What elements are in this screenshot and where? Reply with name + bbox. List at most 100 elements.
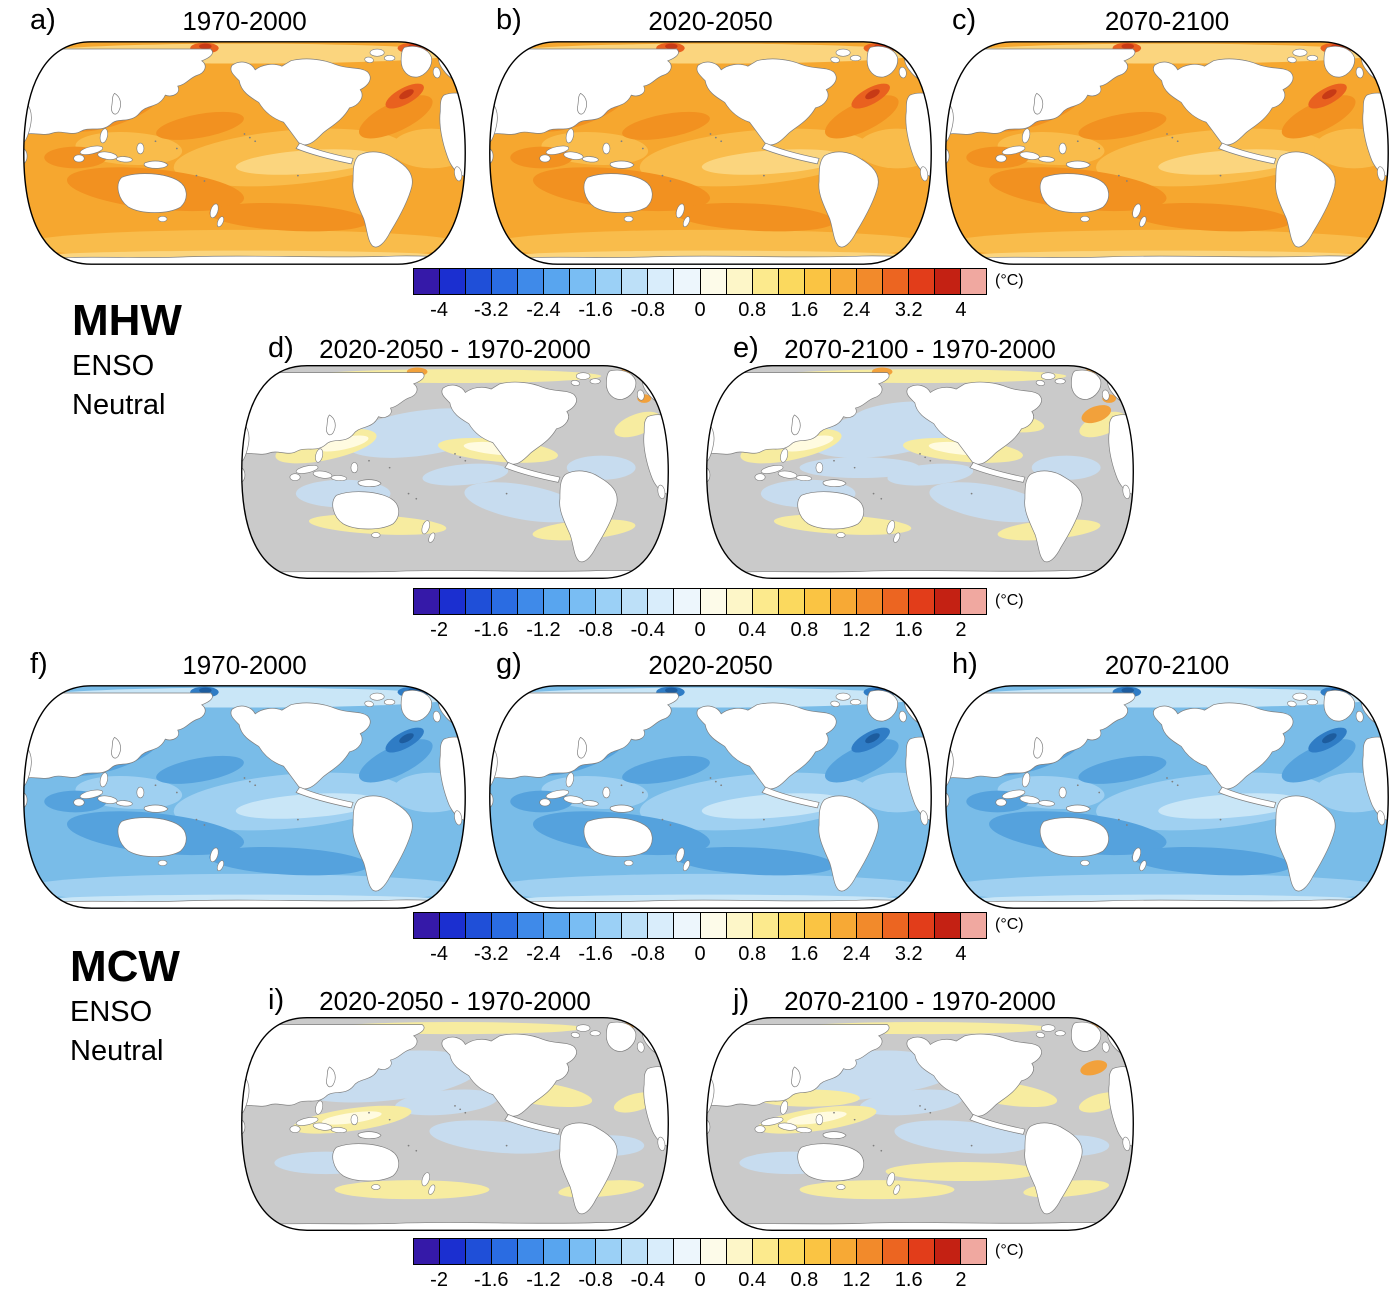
colorbar-tick-label: 0.4: [738, 1269, 767, 1291]
group-label-mcw: MCW ENSO Neutral: [70, 942, 180, 1068]
colorbar-cell: [622, 269, 649, 294]
colorbar-cell: [570, 913, 597, 938]
panel-letter: g): [496, 648, 522, 680]
colorbar-cell: [934, 269, 961, 294]
colorbar-tick-label: -0.8: [578, 619, 613, 641]
world-map: [489, 41, 932, 265]
colorbar-cell: [752, 1239, 779, 1264]
panel-h: h) 2070-2100: [944, 650, 1390, 910]
colorbar-cells: [413, 1238, 987, 1265]
colorbar-tick-label: -0.8: [578, 1269, 613, 1291]
colorbar-cell: [804, 269, 831, 294]
colorbar-tick-label: -1.2: [526, 1269, 561, 1291]
group-name-mhw: MHW: [72, 296, 182, 345]
colorbar-tick-label: 0.8: [738, 943, 767, 965]
colorbar-tick-label: 3.2: [894, 943, 923, 965]
colorbar-cell: [544, 589, 571, 614]
colorbar-cell: [622, 1239, 649, 1264]
colorbar-tick-label: 0.4: [738, 619, 767, 641]
colorbar-cells: [413, 588, 987, 615]
panel-letter: d): [268, 332, 294, 364]
colorbar-tick-label: 2: [955, 1269, 967, 1291]
colorbar-cell: [700, 269, 727, 294]
colorbar-tick-label: -1.6: [578, 943, 613, 965]
panel-letter: i): [268, 984, 285, 1016]
colorbar-cell: [804, 1239, 831, 1264]
panel-d: d) 2020-2050 - 1970-2000: [240, 334, 670, 580]
colorbar-tick-label: 0.8: [790, 1269, 819, 1291]
colorbar-tick-label: 0.8: [738, 299, 767, 321]
colorbar-cell: [570, 1239, 597, 1264]
colorbar-tick-label: 0: [694, 619, 706, 641]
group-label-mhw: MHW ENSO Neutral: [72, 296, 182, 422]
panel-letter: b): [496, 4, 522, 36]
colorbar-cell: [570, 269, 597, 294]
colorbar-cell: [830, 589, 857, 614]
colorbar-cell: [674, 913, 701, 938]
colorbar-tick-label: -4: [430, 299, 448, 321]
colorbar-cell: [960, 1239, 987, 1264]
colorbar-cell: [700, 589, 727, 614]
colorbar-cell: [466, 589, 493, 614]
colorbar-tick-label: -1.2: [526, 619, 561, 641]
group-sub-neutral: Neutral: [70, 1035, 164, 1068]
colorbar-cell: [804, 913, 831, 938]
colorbar-unit: (°C): [995, 1242, 1024, 1259]
group-name-mcw: MCW: [70, 942, 180, 991]
colorbar-cell: [778, 269, 805, 294]
colorbar-tick-label: -1.6: [474, 1269, 509, 1291]
colorbar-cell: [492, 269, 519, 294]
colorbar-tick-label: 2.4: [842, 943, 871, 965]
panel-title: 2070-2100: [1104, 650, 1230, 680]
panel-title: 2070-2100: [1104, 6, 1230, 36]
panel-title: 2020-2050 - 1970-2000: [319, 986, 591, 1016]
panel-c: c) 2070-2100: [944, 6, 1390, 266]
panel-letter: f): [30, 648, 48, 680]
world-map: [706, 1017, 1134, 1231]
colorbar-cell: [726, 269, 753, 294]
group-sub-enso: ENSO: [70, 996, 153, 1029]
colorbar-cell: [440, 913, 467, 938]
colorbar-tick-label: 1.6: [790, 299, 819, 321]
colorbar-cell: [648, 913, 675, 938]
colorbar-cell: [518, 589, 545, 614]
colorbar-cell: [882, 269, 909, 294]
colorbar-cell: [622, 913, 649, 938]
colorbar-cell: [648, 589, 675, 614]
colorbar-cell: [492, 1239, 519, 1264]
colorbar-cell: [856, 589, 883, 614]
colorbar-cell: [752, 269, 779, 294]
colorbar-tick-label: -3.2: [474, 943, 509, 965]
world-map: [945, 41, 1389, 265]
colorbar-cell: [960, 589, 987, 614]
panel-letter: e): [733, 332, 759, 364]
colorbar-cell: [414, 913, 441, 938]
colorbar-mcw-climatology: -4 -3.2 -2.4 -1.6 -0.8 0 0.8 1.6 2.4 3.2 4 (°C): [413, 912, 1024, 968]
colorbar-cell: [830, 913, 857, 938]
colorbar-cell: [908, 913, 935, 938]
colorbar-tick-label: 1.6: [894, 1269, 923, 1291]
colorbar-cell: [882, 589, 909, 614]
panel-a: a) 1970-2000: [22, 6, 467, 266]
colorbar-tick-label: 0: [694, 943, 706, 965]
colorbar-cell: [830, 269, 857, 294]
world-map: [241, 1017, 669, 1231]
colorbar-cell: [414, 589, 441, 614]
colorbar-cell: [908, 1239, 935, 1264]
colorbar-cell: [648, 1239, 675, 1264]
panel-g: g) 2020-2050: [488, 650, 933, 910]
colorbar-cell: [934, 1239, 961, 1264]
colorbar-cell: [908, 269, 935, 294]
colorbar-tick-label: 2: [955, 619, 967, 641]
colorbar-tick-label: 3.2: [894, 299, 923, 321]
colorbar-cell: [804, 589, 831, 614]
colorbar-cell: [596, 269, 623, 294]
colorbar-tick-label: -2: [430, 619, 448, 641]
colorbar-cell: [700, 913, 727, 938]
colorbar-cell: [934, 913, 961, 938]
colorbar-tick-label: 1.6: [790, 943, 819, 965]
colorbar-cell: [934, 589, 961, 614]
colorbar-labels: -2 -1.6 -1.2 -0.8 -0.4 0 0.4 0.8 1.2 1.6 2: [413, 1265, 987, 1291]
group-sub-neutral: Neutral: [72, 389, 166, 422]
